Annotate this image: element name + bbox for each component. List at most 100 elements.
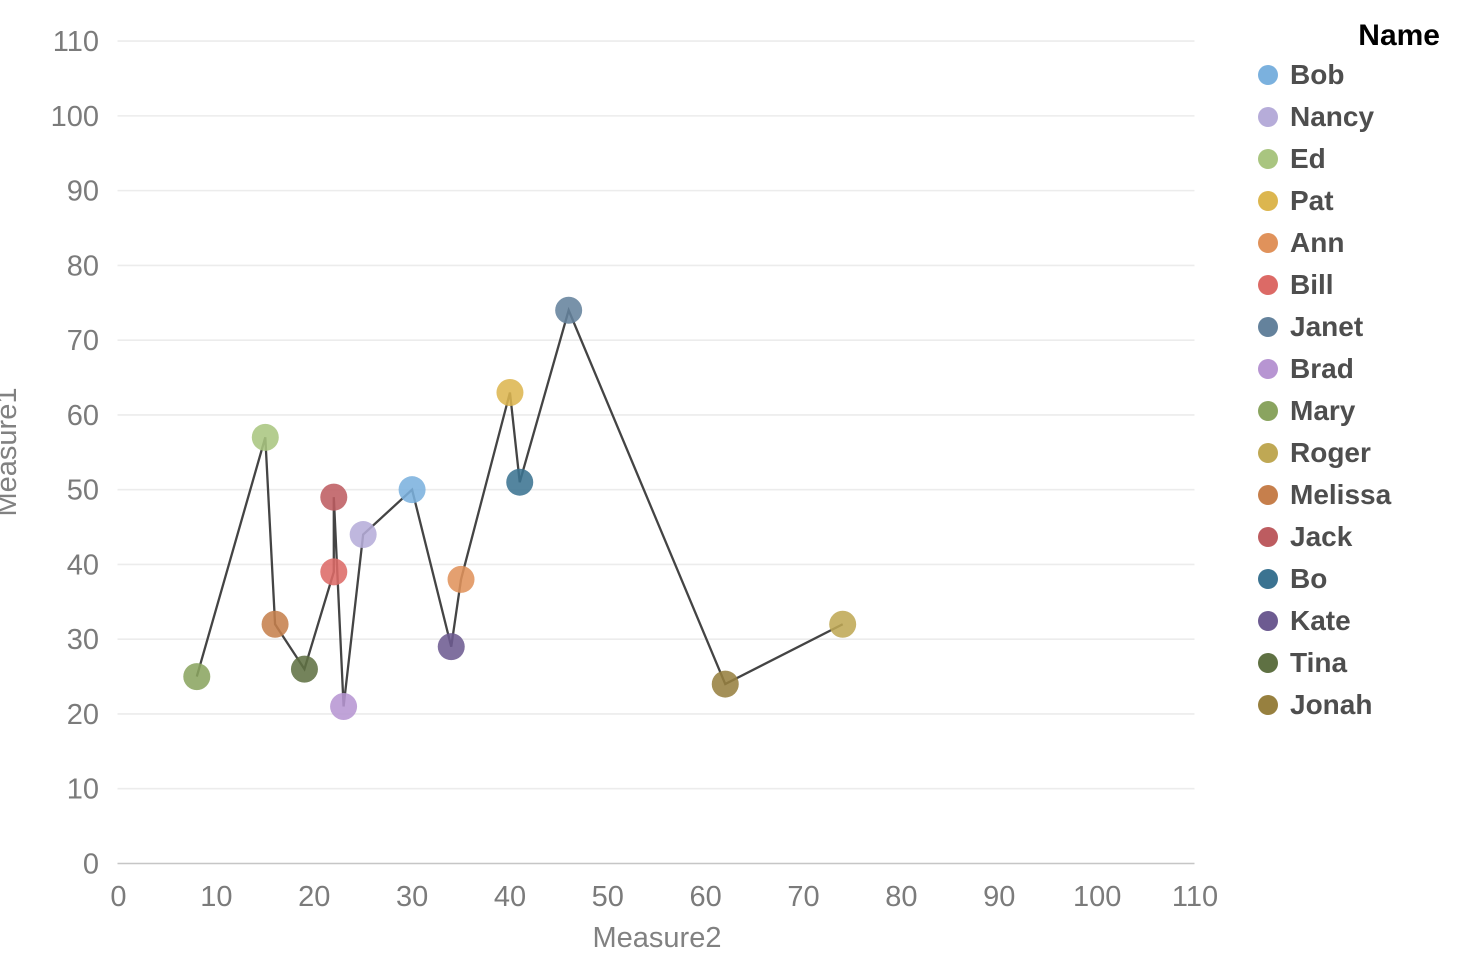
- x-tick-20: 20: [298, 881, 330, 913]
- legend-item-mary[interactable]: Mary: [1258, 390, 1391, 432]
- legend-item-nancy[interactable]: Nancy: [1258, 96, 1391, 138]
- legend-label: Melissa: [1290, 479, 1392, 510]
- legend-label: Bo: [1290, 563, 1328, 594]
- point-roger[interactable]: [829, 610, 857, 638]
- legend-item-bo[interactable]: Bo: [1258, 558, 1391, 600]
- legend-label: Ann: [1290, 227, 1345, 258]
- legend-label: Mary: [1290, 395, 1356, 426]
- legend-label: Kate: [1290, 605, 1351, 636]
- y-tick-110: 110: [53, 26, 99, 58]
- point-pat[interactable]: [496, 378, 524, 406]
- legend-label: Pat: [1290, 185, 1334, 216]
- point-janet[interactable]: [555, 296, 583, 324]
- x-tick-40: 40: [494, 881, 526, 913]
- legend-item-bob[interactable]: Bob: [1258, 54, 1391, 96]
- legend-item-jonah[interactable]: Jonah: [1258, 684, 1391, 726]
- y-axis-tick-labels: 0 10 20 30 40 50 60 70 80 90 100 110: [51, 26, 99, 880]
- x-tick-0: 0: [110, 881, 126, 913]
- legend-label: Nancy: [1290, 101, 1375, 132]
- y-tick-100: 100: [51, 101, 99, 133]
- y-tick-30: 30: [67, 624, 99, 656]
- y-tick-40: 40: [67, 549, 99, 581]
- legend-dot-mary: [1258, 401, 1278, 421]
- y-tick-10: 10: [67, 774, 99, 806]
- y-tick-90: 90: [67, 176, 99, 208]
- point-bob[interactable]: [398, 476, 426, 504]
- legend-dot-roger: [1258, 443, 1278, 463]
- legend-item-ed[interactable]: Ed: [1258, 138, 1391, 180]
- point-tina[interactable]: [290, 655, 318, 683]
- legend-dot-kate: [1258, 611, 1278, 631]
- x-axis-tick-labels: 0 10 20 30 40 50 60 70 80 90 100 110: [110, 881, 1218, 913]
- legend-item-ann[interactable]: Ann: [1258, 222, 1391, 264]
- x-tick-30: 30: [396, 881, 428, 913]
- legend-item-brad[interactable]: Brad: [1258, 348, 1391, 390]
- legend-dot-janet: [1258, 317, 1278, 337]
- legend-dot-melissa: [1258, 485, 1278, 505]
- point-brad[interactable]: [330, 692, 358, 720]
- point-mary[interactable]: [183, 663, 211, 691]
- legend-dot-jonah: [1258, 695, 1278, 715]
- x-tick-100: 100: [1073, 881, 1121, 913]
- legend-label: Janet: [1290, 311, 1364, 342]
- legend-item-pat[interactable]: Pat: [1258, 180, 1391, 222]
- legend-title: Name: [1358, 19, 1440, 52]
- x-tick-90: 90: [983, 881, 1015, 913]
- legend-dot-ed: [1258, 149, 1278, 169]
- point-jonah[interactable]: [711, 670, 739, 698]
- connecting-line: [195, 306, 844, 707]
- legend-label: Jonah: [1290, 689, 1373, 720]
- x-tick-80: 80: [885, 881, 917, 913]
- legend-item-melissa[interactable]: Melissa: [1258, 474, 1391, 516]
- y-tick-0: 0: [83, 849, 99, 881]
- series-line: [195, 306, 844, 707]
- legend-item-bill[interactable]: Bill: [1258, 264, 1391, 306]
- y-tick-20: 20: [67, 699, 99, 731]
- legend-dot-bo: [1258, 569, 1278, 589]
- legend-item-kate[interactable]: Kate: [1258, 600, 1391, 642]
- x-tick-50: 50: [592, 881, 624, 913]
- point-ann[interactable]: [447, 565, 475, 593]
- legend-label: Brad: [1290, 353, 1354, 384]
- point-nancy[interactable]: [349, 521, 377, 549]
- point-jack[interactable]: [320, 483, 348, 511]
- point-melissa[interactable]: [261, 610, 289, 638]
- legend-dot-jack: [1258, 527, 1278, 547]
- y-tick-50: 50: [67, 475, 99, 507]
- legend-label: Tina: [1290, 647, 1348, 678]
- x-tick-110: 110: [1172, 881, 1218, 913]
- legend-label: Bill: [1290, 269, 1334, 300]
- point-ed[interactable]: [251, 423, 279, 451]
- series-points: [183, 296, 857, 720]
- point-bo[interactable]: [506, 468, 534, 496]
- legend-label: Ed: [1290, 143, 1326, 174]
- legend-dot-ann: [1258, 233, 1278, 253]
- gridlines: [117, 40, 1195, 865]
- legend-label: Roger: [1290, 437, 1371, 468]
- legend-dot-nancy: [1258, 107, 1278, 127]
- y-tick-70: 70: [67, 325, 99, 357]
- legend: Bob Nancy Ed Pat Ann Bill Janet Brad Mary Roger Me…: [1258, 54, 1391, 726]
- legend-dot-bill: [1258, 275, 1278, 295]
- legend-item-jack[interactable]: Jack: [1258, 516, 1391, 558]
- x-axis-title: Measure2: [593, 922, 722, 954]
- legend-item-janet[interactable]: Janet: [1258, 306, 1391, 348]
- legend-dot-bob: [1258, 65, 1278, 85]
- y-axis-title: Measure1: [0, 388, 23, 517]
- x-tick-10: 10: [200, 881, 232, 913]
- legend-item-tina[interactable]: Tina: [1258, 642, 1391, 684]
- legend-dot-tina: [1258, 653, 1278, 673]
- point-bill[interactable]: [320, 558, 348, 586]
- legend-label: Bob: [1290, 59, 1345, 90]
- y-tick-80: 80: [67, 250, 99, 282]
- legend-label: Jack: [1290, 521, 1353, 552]
- x-tick-60: 60: [690, 881, 722, 913]
- x-tick-70: 70: [787, 881, 819, 913]
- legend-dot-pat: [1258, 191, 1278, 211]
- legend-dot-brad: [1258, 359, 1278, 379]
- y-tick-60: 60: [67, 400, 99, 432]
- point-kate[interactable]: [437, 633, 465, 661]
- legend-item-roger[interactable]: Roger: [1258, 432, 1391, 474]
